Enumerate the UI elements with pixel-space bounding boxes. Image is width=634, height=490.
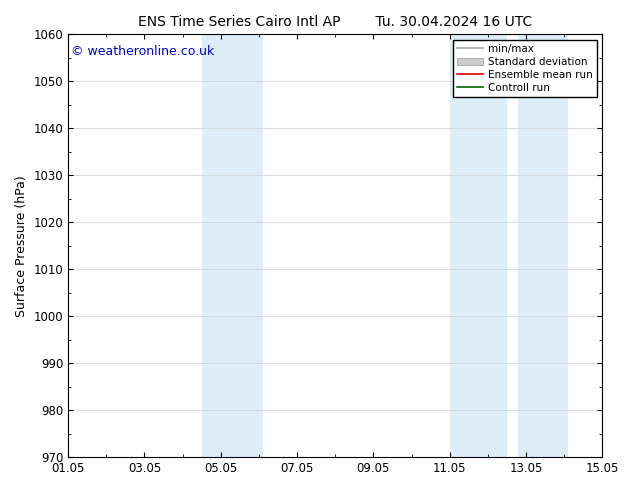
Text: © weatheronline.co.uk: © weatheronline.co.uk: [71, 45, 214, 58]
Y-axis label: Surface Pressure (hPa): Surface Pressure (hPa): [15, 175, 28, 317]
Bar: [450, 34, 507, 457]
Bar: [202, 34, 262, 457]
Bar: [519, 34, 568, 457]
Title: ENS Time Series Cairo Intl AP        Tu. 30.04.2024 16 UTC: ENS Time Series Cairo Intl AP Tu. 30.04.…: [138, 15, 533, 29]
Legend: min/max, Standard deviation, Ensemble mean run, Controll run: min/max, Standard deviation, Ensemble me…: [453, 40, 597, 97]
